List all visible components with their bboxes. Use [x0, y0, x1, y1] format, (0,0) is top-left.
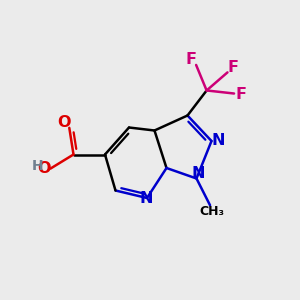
Text: N: N [211, 133, 225, 148]
Text: O: O [57, 115, 70, 130]
Text: O: O [37, 161, 51, 176]
Text: F: F [227, 60, 239, 75]
Text: N: N [191, 166, 205, 181]
Text: N: N [140, 191, 153, 206]
Text: F: F [185, 52, 196, 67]
Text: CH₃: CH₃ [199, 206, 224, 218]
Text: F: F [235, 87, 246, 102]
Text: H: H [32, 159, 44, 173]
